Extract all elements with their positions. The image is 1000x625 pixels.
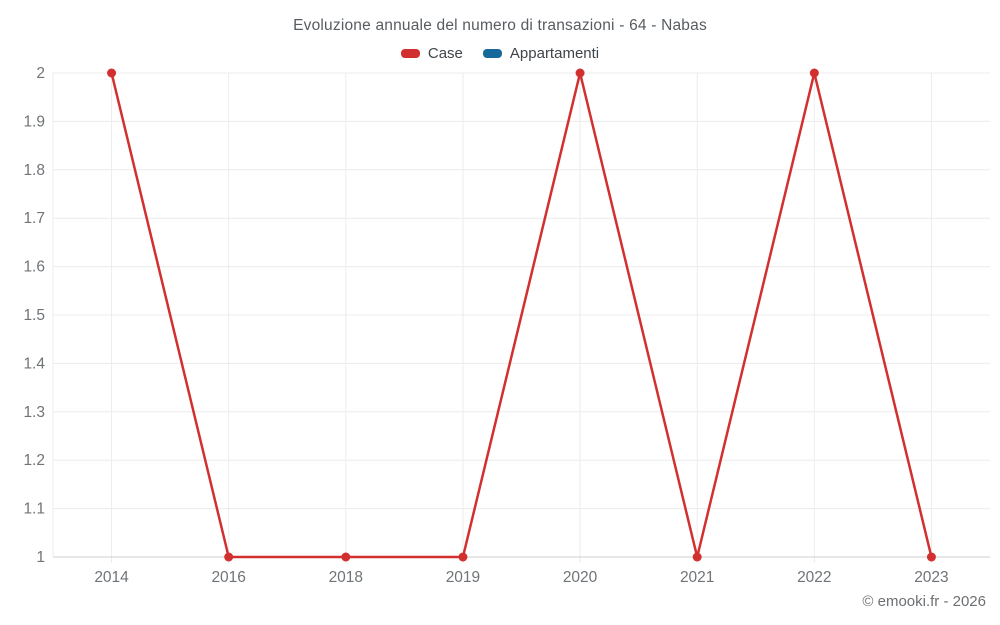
y-tick-label: 2 — [36, 65, 45, 82]
data-point-case-2023[interactable] — [926, 552, 936, 562]
legend: Case Appartamenti — [0, 45, 1000, 62]
x-tick-label: 2020 — [563, 569, 598, 586]
y-tick-label: 1.5 — [23, 307, 45, 324]
y-tick-label: 1.6 — [23, 259, 45, 276]
y-tick-label: 1.7 — [23, 210, 45, 227]
x-tick-label: 2023 — [914, 569, 948, 586]
x-tick-label: 2019 — [446, 569, 480, 586]
copyright-note: © emooki.fr - 2026 — [862, 593, 986, 610]
x-tick-label: 2018 — [329, 569, 363, 586]
y-tick-label: 1.4 — [23, 355, 45, 372]
y-tick-label: 1.9 — [23, 113, 45, 130]
legend-item-case[interactable]: Case — [400, 45, 463, 62]
x-tick-label: 2022 — [797, 569, 831, 586]
data-point-case-2022[interactable] — [809, 68, 819, 78]
data-point-case-2016[interactable] — [224, 552, 234, 562]
y-tick-label: 1 — [36, 549, 45, 566]
legend-swatch-appartamenti-icon — [482, 49, 502, 58]
data-point-case-2019[interactable] — [458, 552, 468, 562]
x-tick-label: 2021 — [680, 569, 714, 586]
chart-title: Evoluzione annuale del numero di transaz… — [293, 17, 707, 34]
legend-label-appartamenti: Appartamenti — [509, 45, 600, 62]
y-tick-label: 1.2 — [23, 452, 45, 469]
data-point-case-2021[interactable] — [692, 552, 702, 562]
data-point-case-2014[interactable] — [107, 68, 117, 78]
legend-swatch-case-icon — [400, 49, 420, 58]
x-tick-label: 2016 — [211, 569, 245, 586]
legend-label-case: Case — [427, 45, 463, 62]
data-point-case-2018[interactable] — [341, 552, 351, 562]
legend-item-appartamenti[interactable]: Appartamenti — [482, 45, 600, 62]
y-tick-label: 1.3 — [23, 404, 45, 421]
series-line-case — [110, 71, 933, 559]
y-tick-label: 1.1 — [23, 501, 45, 518]
data-point-case-2020[interactable] — [575, 68, 585, 78]
y-tick-label: 1.8 — [23, 162, 45, 179]
x-tick-label: 2014 — [94, 569, 129, 586]
